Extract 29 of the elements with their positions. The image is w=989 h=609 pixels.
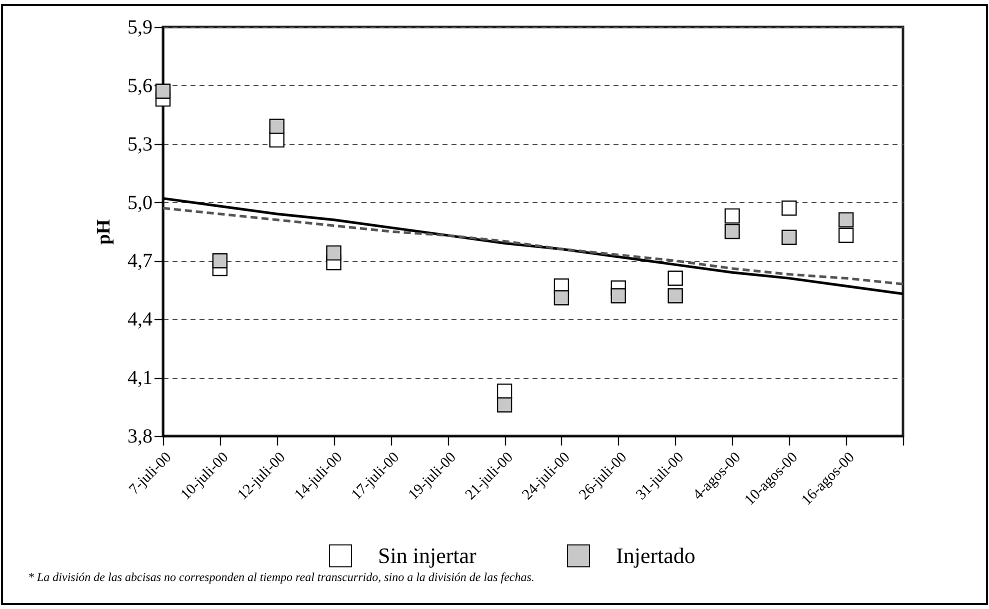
legend-label: Sin injertar	[378, 542, 478, 568]
text: * La división de las abcisas no corresponden al tiempo real transcurrido, sino a la división de las fechas.	[28, 570, 534, 584]
point	[668, 270, 683, 286]
point	[610, 288, 626, 304]
y-tick-label: 3,8	[128, 426, 152, 448]
legend-label: Injertado	[616, 542, 696, 568]
point	[269, 118, 284, 134]
y-tick-label: 5,3	[128, 133, 152, 156]
point	[724, 208, 740, 224]
y-tick-label: 5,6	[128, 74, 152, 97]
y-tick-label: 5,9	[128, 16, 152, 38]
point	[782, 230, 797, 245]
y-tick-label: 5,0	[128, 192, 152, 214]
y-tick-label: 4,4	[128, 308, 152, 331]
point	[724, 224, 740, 240]
point	[782, 200, 797, 216]
y-axis-title: pH	[94, 219, 114, 245]
point	[668, 288, 683, 304]
point	[838, 212, 854, 228]
point	[269, 132, 284, 148]
point	[554, 290, 570, 306]
line-series	[162, 206, 904, 286]
point	[496, 397, 512, 412]
point	[212, 253, 228, 268]
point	[838, 228, 854, 243]
point	[155, 84, 171, 99]
point	[326, 245, 342, 261]
y-tick-label: 4,1	[128, 367, 152, 390]
y-tick-label: 4,7	[128, 250, 152, 272]
